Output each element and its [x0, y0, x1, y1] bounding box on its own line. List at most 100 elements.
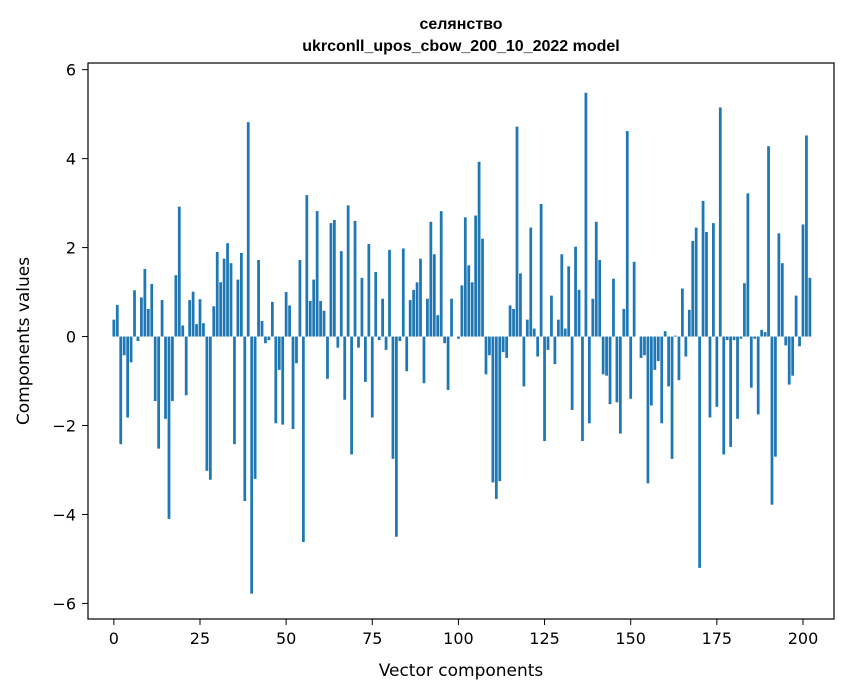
- bar-160: [663, 331, 667, 337]
- bar-177: [722, 336, 726, 455]
- bar-31: [219, 282, 223, 337]
- bar-48: [277, 336, 281, 370]
- bar-138: [587, 336, 591, 424]
- bar-168: [691, 240, 695, 337]
- bar-164: [677, 336, 681, 381]
- bar-67: [343, 336, 347, 400]
- bar-188: [760, 329, 764, 337]
- x-tick-label: 0: [109, 629, 119, 648]
- bar-57: [308, 300, 312, 337]
- bar-165: [681, 288, 684, 337]
- bar-111: [494, 336, 498, 499]
- y-axis-label: Components values: [14, 257, 34, 425]
- bar-172: [705, 232, 708, 337]
- bar-100: [457, 336, 460, 339]
- bar-40: [250, 336, 254, 594]
- bar-155: [646, 336, 650, 484]
- bar-6: [133, 290, 136, 337]
- bar-1: [115, 304, 119, 337]
- bar-196: [787, 336, 791, 385]
- bar-120: [525, 319, 529, 337]
- y-tick-label: 2: [66, 239, 76, 258]
- bar-7: [136, 336, 140, 341]
- bar-22: [188, 300, 192, 337]
- bar-108: [484, 336, 488, 375]
- bar-50: [284, 292, 288, 337]
- bar-126: [546, 336, 550, 350]
- bar-52: [291, 336, 295, 430]
- bar-49: [281, 336, 285, 425]
- bar-70: [353, 220, 357, 337]
- bar-37: [239, 252, 243, 337]
- bar-173: [708, 336, 712, 418]
- bar-82: [395, 336, 398, 537]
- bar-87: [412, 289, 415, 337]
- bar-64: [332, 220, 336, 337]
- bar-61: [322, 310, 326, 337]
- bar-162: [670, 336, 674, 459]
- bar-85: [405, 336, 409, 372]
- bar-95: [439, 211, 443, 337]
- bar-167: [687, 309, 691, 337]
- bar-80: [388, 249, 391, 337]
- bar-186: [753, 336, 757, 339]
- bar-76: [374, 272, 378, 337]
- bar-19: [177, 206, 181, 337]
- bar-71: [357, 336, 360, 348]
- bar-91: [426, 298, 429, 337]
- bar-16: [167, 336, 171, 519]
- bar-24: [195, 324, 198, 337]
- bar-98: [450, 298, 453, 337]
- bar-46: [270, 301, 274, 337]
- bar-184: [746, 193, 750, 337]
- bar-34: [229, 263, 233, 337]
- bar-20: [181, 325, 185, 337]
- bar-193: [777, 233, 781, 337]
- bar-166: [684, 336, 688, 357]
- bar-192: [774, 336, 777, 457]
- bar-158: [656, 336, 660, 362]
- bar-197: [791, 336, 795, 376]
- bar-106: [477, 161, 481, 337]
- bar-125: [543, 336, 546, 442]
- bar-118: [519, 273, 522, 337]
- bar-68: [346, 205, 350, 337]
- bar-119: [522, 336, 526, 387]
- bar-137: [584, 92, 588, 337]
- bar-73: [364, 336, 367, 382]
- bar-163: [674, 335, 677, 337]
- x-tick-label: 75: [362, 629, 382, 648]
- y-tick-label: −2: [52, 417, 76, 436]
- bar-96: [443, 336, 447, 344]
- bar-128: [553, 336, 557, 365]
- bar-45: [267, 336, 271, 341]
- bar-2: [119, 336, 123, 445]
- bar-175: [715, 336, 719, 407]
- bar-28: [208, 336, 212, 480]
- bar-36: [236, 279, 240, 337]
- bar-103: [467, 265, 471, 337]
- bar-190: [767, 146, 770, 337]
- bar-132: [567, 266, 571, 337]
- bar-26: [202, 323, 205, 337]
- bar-41: [253, 336, 257, 479]
- bar-159: [660, 336, 664, 424]
- bar-47: [274, 336, 278, 424]
- bar-66: [339, 251, 343, 337]
- bar-17: [171, 336, 174, 402]
- bar-89: [419, 258, 422, 337]
- bar-174: [712, 223, 715, 337]
- bar-122: [532, 328, 536, 337]
- bar-135: [577, 289, 581, 337]
- bar-117: [515, 126, 519, 337]
- bar-72: [360, 277, 364, 337]
- bar-56: [305, 195, 309, 337]
- bar-39: [246, 122, 250, 337]
- bar-145: [612, 278, 615, 337]
- y-axis-ticks: −6 −4 −2 0 2 4 6: [52, 61, 88, 613]
- x-tick-label: 175: [702, 629, 733, 648]
- bar-156: [650, 336, 653, 406]
- bar-21: [184, 336, 188, 396]
- bar-58: [312, 279, 316, 337]
- bar-8: [140, 297, 143, 337]
